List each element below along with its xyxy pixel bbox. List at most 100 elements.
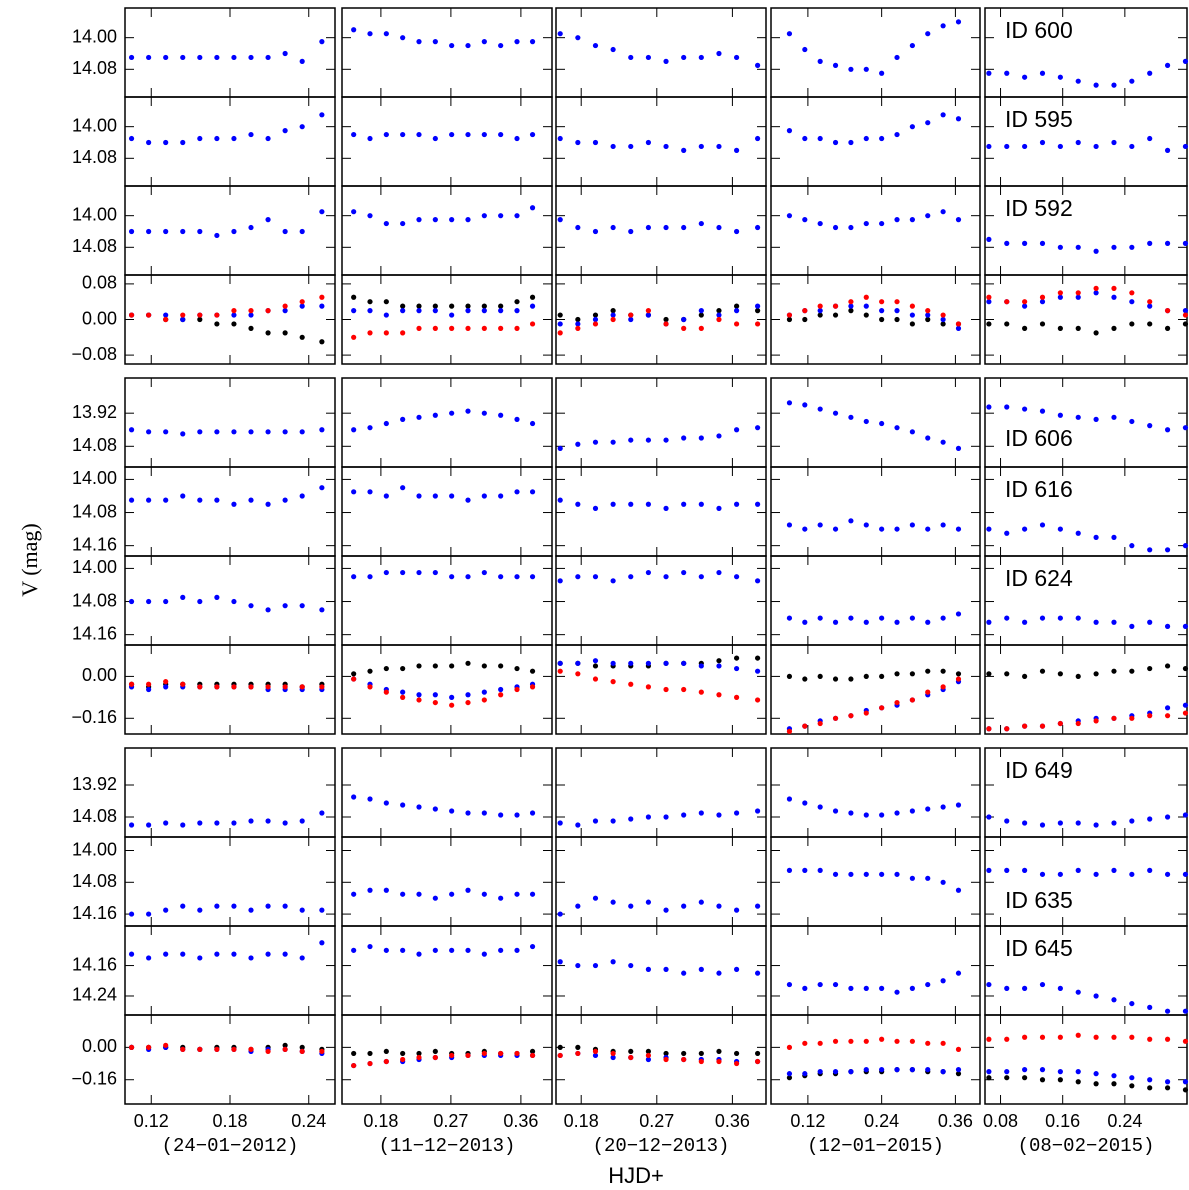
data-point bbox=[1057, 985, 1063, 991]
data-point bbox=[986, 70, 992, 76]
data-point bbox=[197, 955, 203, 961]
data-point bbox=[802, 402, 808, 408]
data-point bbox=[575, 660, 581, 666]
data-point bbox=[498, 692, 504, 698]
panel-frame bbox=[555, 96, 767, 187]
data-point bbox=[299, 429, 305, 435]
data-point bbox=[128, 822, 135, 828]
data-point bbox=[197, 598, 203, 605]
data-point bbox=[1182, 143, 1189, 150]
data-point bbox=[416, 325, 422, 331]
data-point bbox=[282, 330, 288, 336]
data-point bbox=[465, 308, 471, 314]
data-point bbox=[1022, 723, 1028, 729]
data-point bbox=[755, 970, 761, 976]
data-point bbox=[128, 135, 135, 142]
data-point bbox=[1093, 619, 1099, 625]
data-point bbox=[909, 875, 915, 881]
data-point bbox=[1093, 671, 1099, 677]
data-point bbox=[400, 1050, 406, 1057]
data-point bbox=[716, 663, 722, 669]
data-point bbox=[529, 420, 536, 427]
data-point bbox=[986, 1069, 992, 1075]
data-point bbox=[786, 728, 793, 734]
data-point bbox=[1147, 713, 1153, 719]
data-point bbox=[575, 224, 581, 231]
data-point bbox=[1093, 82, 1099, 88]
data-point bbox=[197, 684, 203, 690]
data-point bbox=[319, 485, 325, 491]
data-point bbox=[575, 962, 581, 969]
data-point bbox=[163, 1042, 169, 1048]
data-point bbox=[755, 697, 761, 703]
panel-frame bbox=[770, 1014, 981, 1105]
data-point bbox=[817, 1069, 823, 1075]
data-point bbox=[1075, 867, 1081, 873]
data-point bbox=[367, 308, 373, 314]
data-point bbox=[848, 308, 854, 314]
panel-frame bbox=[124, 274, 336, 365]
data-point bbox=[1164, 713, 1171, 719]
data-point bbox=[755, 224, 761, 231]
data-point bbox=[832, 303, 839, 309]
data-point bbox=[909, 42, 915, 49]
data-point bbox=[925, 619, 931, 625]
data-point bbox=[1147, 867, 1153, 873]
data-point bbox=[416, 308, 422, 314]
data-point bbox=[940, 316, 946, 323]
data-point bbox=[940, 879, 946, 885]
y-tick-label: 14.00 bbox=[72, 839, 117, 859]
data-point bbox=[481, 303, 487, 309]
data-point bbox=[879, 308, 885, 314]
data-point bbox=[1022, 143, 1028, 150]
data-point bbox=[231, 54, 237, 61]
data-point bbox=[681, 224, 687, 231]
data-point bbox=[1039, 668, 1046, 674]
data-point bbox=[734, 655, 740, 661]
data-point bbox=[909, 1067, 915, 1073]
y-tick-label: 14.08 bbox=[72, 871, 117, 891]
data-point bbox=[1129, 143, 1135, 150]
data-point bbox=[786, 312, 793, 318]
data-point bbox=[1093, 416, 1099, 422]
data-point bbox=[681, 569, 687, 576]
data-point bbox=[529, 1048, 536, 1055]
data-point bbox=[755, 135, 761, 142]
data-point bbox=[734, 147, 740, 153]
data-point bbox=[128, 951, 135, 957]
data-point bbox=[514, 686, 520, 693]
data-point bbox=[817, 303, 823, 309]
data-point bbox=[848, 224, 854, 231]
data-point bbox=[557, 312, 563, 318]
data-point bbox=[628, 501, 634, 507]
data-point bbox=[592, 895, 599, 901]
data-point bbox=[1057, 1069, 1063, 1075]
data-point bbox=[832, 312, 839, 318]
data-point bbox=[575, 574, 581, 580]
star-id-label: ID 645 bbox=[1005, 935, 1073, 961]
panel-frame bbox=[341, 1014, 553, 1105]
data-point bbox=[575, 501, 581, 507]
panel-frame bbox=[341, 925, 553, 1016]
data-point bbox=[955, 526, 962, 532]
data-point bbox=[925, 316, 931, 323]
data-point bbox=[628, 54, 634, 61]
data-point bbox=[734, 665, 740, 672]
data-point bbox=[514, 299, 520, 305]
data-point bbox=[716, 308, 722, 314]
y-tick-label: −0.16 bbox=[71, 707, 117, 727]
x-tick-label: 0.36 bbox=[938, 1111, 973, 1131]
data-point bbox=[986, 321, 992, 327]
data-point bbox=[894, 810, 900, 816]
data-point bbox=[786, 316, 793, 323]
data-point bbox=[986, 236, 992, 242]
data-point bbox=[663, 224, 669, 231]
data-point bbox=[265, 501, 271, 507]
data-point bbox=[299, 818, 305, 824]
data-point bbox=[663, 907, 669, 913]
data-point bbox=[940, 112, 946, 118]
data-point bbox=[1057, 1034, 1063, 1040]
data-point bbox=[610, 46, 616, 53]
data-point bbox=[557, 321, 563, 327]
data-point bbox=[786, 213, 793, 219]
